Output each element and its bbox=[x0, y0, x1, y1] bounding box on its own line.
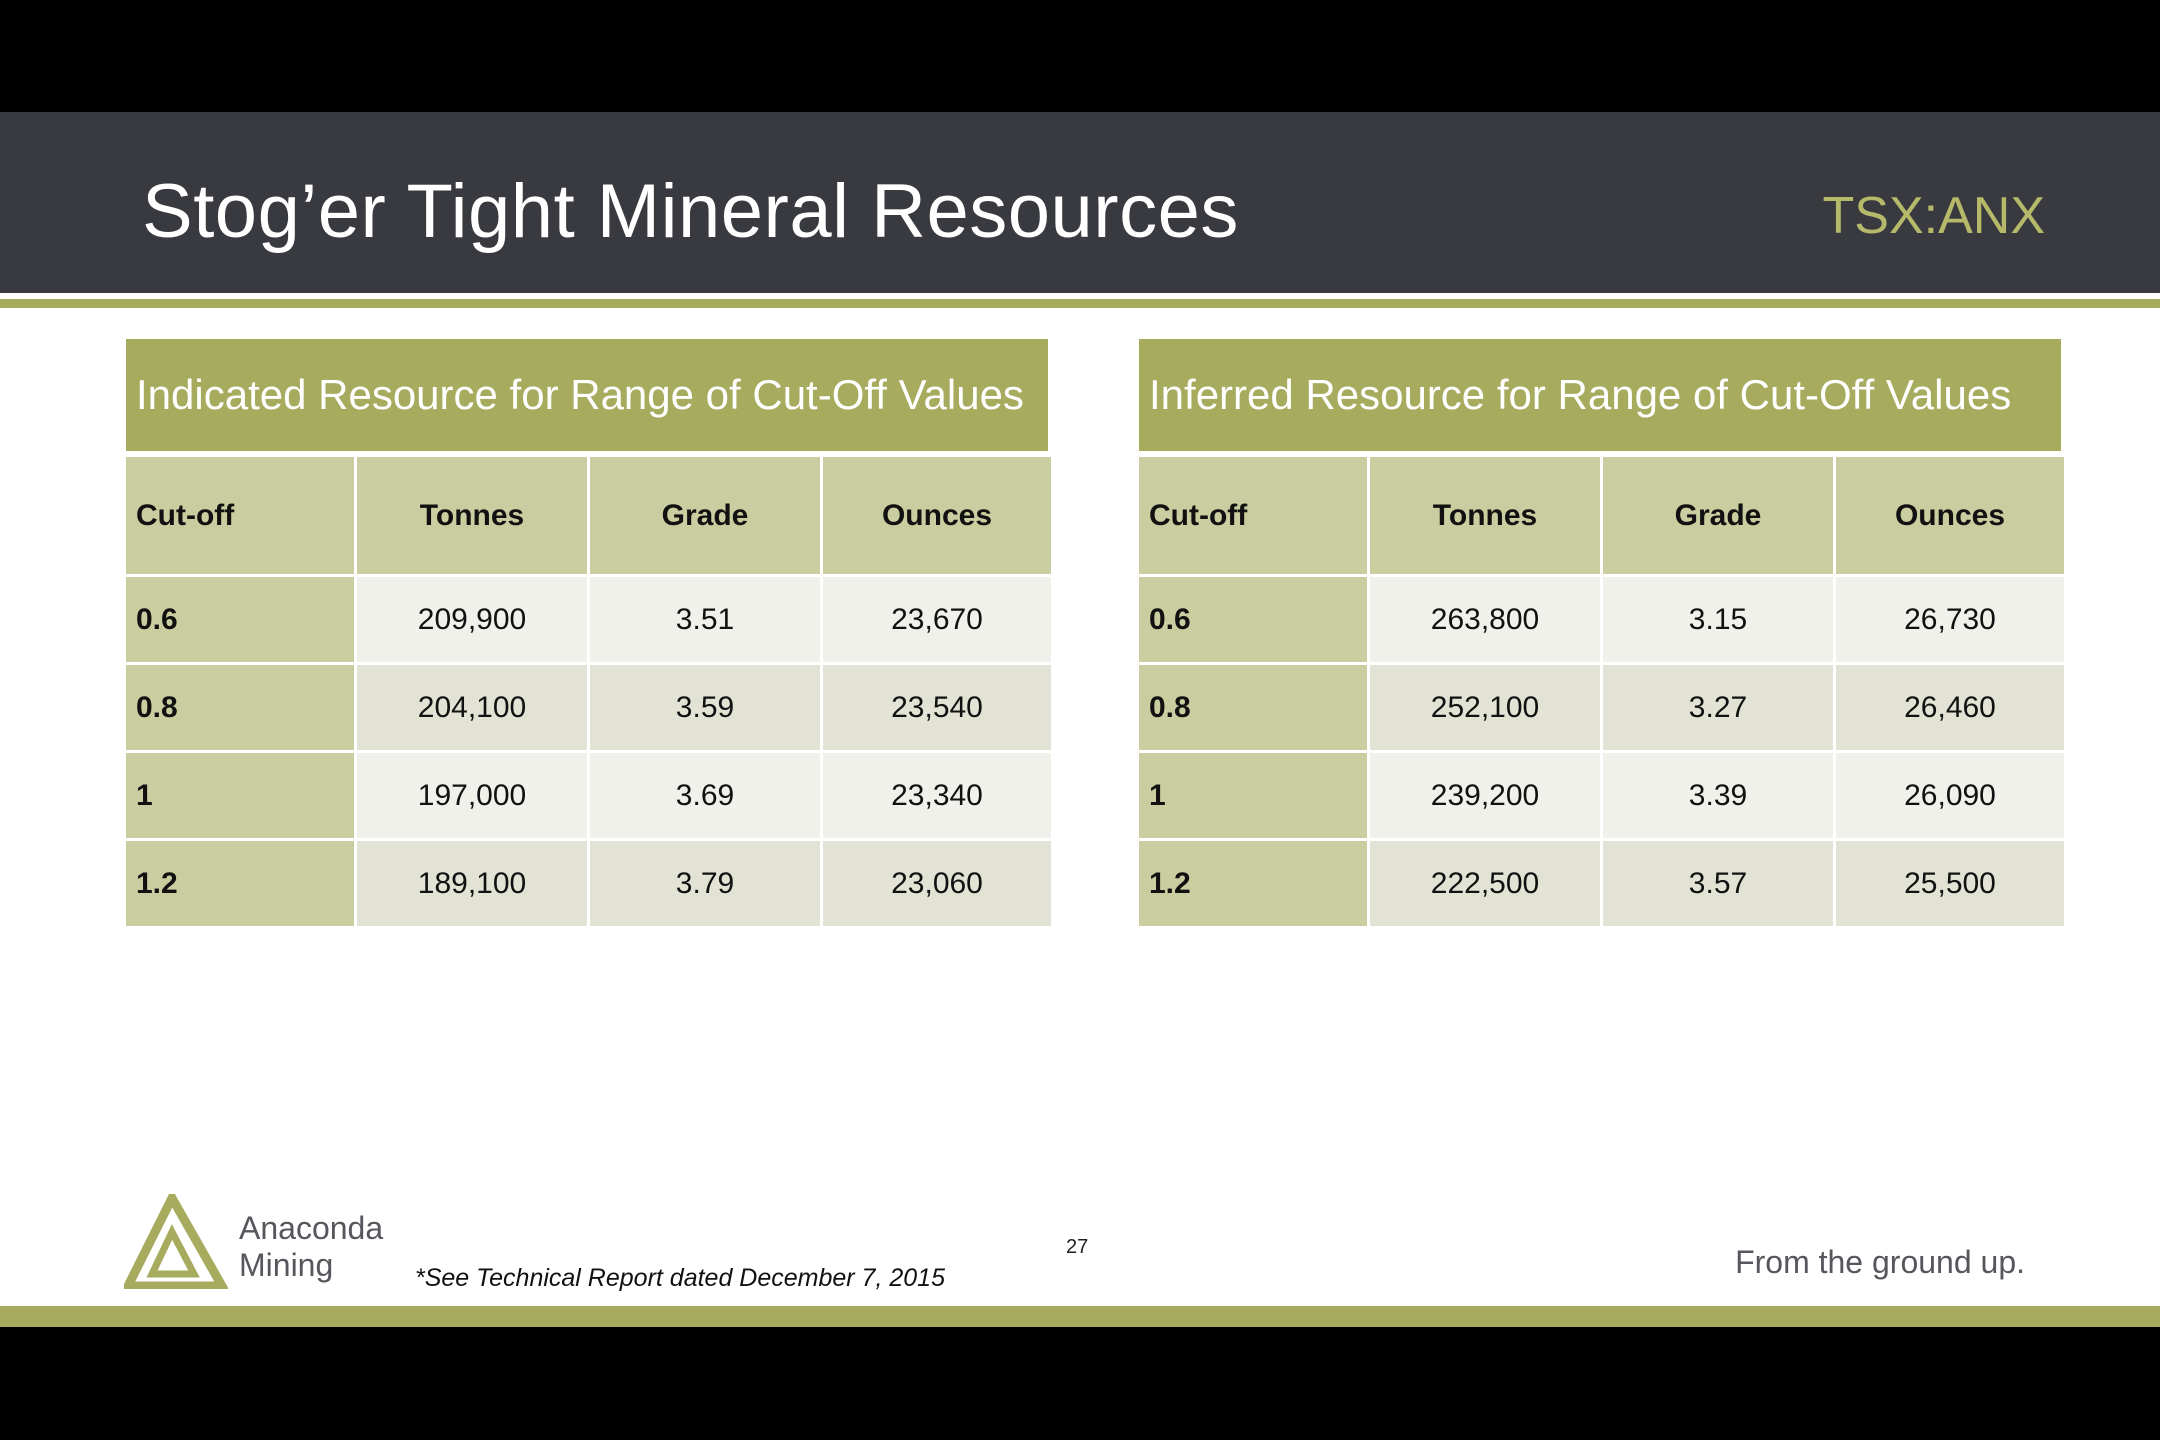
column-header-tonnes: Tonnes bbox=[1370, 457, 1600, 574]
tonnes-cell: 252,100 bbox=[1370, 665, 1600, 750]
tonnes-cell: 222,500 bbox=[1370, 841, 1600, 926]
cutoff-cell: 1.2 bbox=[126, 841, 354, 926]
table-title: Inferred Resource for Range of Cut-Off V… bbox=[1139, 339, 2061, 451]
grade-cell: 3.39 bbox=[1603, 753, 1833, 838]
column-header-ounces: Ounces bbox=[823, 457, 1051, 574]
grade-cell: 3.51 bbox=[590, 577, 820, 662]
cutoff-cell: 0.6 bbox=[126, 577, 354, 662]
tonnes-cell: 204,100 bbox=[357, 665, 587, 750]
ounces-cell: 26,730 bbox=[1836, 577, 2064, 662]
column-header-grade: Grade bbox=[1603, 457, 1833, 574]
table-title: Indicated Resource for Range of Cut-Off … bbox=[126, 339, 1048, 451]
ounces-cell: 23,540 bbox=[823, 665, 1051, 750]
footnote: *See Technical Report dated December 7, … bbox=[415, 1264, 945, 1292]
tonnes-cell: 263,800 bbox=[1370, 577, 1600, 662]
cutoff-cell: 1 bbox=[126, 753, 354, 838]
ounces-cell: 23,340 bbox=[823, 753, 1051, 838]
slide: Stog’er Tight Mineral Resources TSX:ANX … bbox=[0, 112, 2160, 1327]
tonnes-cell: 197,000 bbox=[357, 753, 587, 838]
grade-cell: 3.79 bbox=[590, 841, 820, 926]
grade-cell: 3.27 bbox=[1603, 665, 1833, 750]
table-grid: Cut-off Tonnes Grade Ounces 0.6 263,800 … bbox=[1139, 457, 2064, 926]
column-header-tonnes: Tonnes bbox=[357, 457, 587, 574]
logo-wordmark: Anaconda Mining bbox=[239, 1210, 383, 1284]
column-header-cutoff: Cut-off bbox=[126, 457, 354, 574]
anaconda-logo-icon bbox=[124, 1194, 228, 1289]
grade-cell: 3.59 bbox=[590, 665, 820, 750]
column-header-cutoff: Cut-off bbox=[1139, 457, 1367, 574]
column-header-ounces: Ounces bbox=[1836, 457, 2064, 574]
header-accent-stripe bbox=[0, 299, 2160, 308]
tagline: From the ground up. bbox=[1735, 1244, 2025, 1280]
cutoff-cell: 0.6 bbox=[1139, 577, 1367, 662]
indicated-resource-table: Indicated Resource for Range of Cut-Off … bbox=[126, 339, 1051, 926]
grade-cell: 3.57 bbox=[1603, 841, 1833, 926]
grade-cell: 3.15 bbox=[1603, 577, 1833, 662]
ounces-cell: 23,670 bbox=[823, 577, 1051, 662]
page-title: Stog’er Tight Mineral Resources bbox=[142, 169, 1239, 254]
ounces-cell: 23,060 bbox=[823, 841, 1051, 926]
cutoff-cell: 0.8 bbox=[126, 665, 354, 750]
ounces-cell: 26,090 bbox=[1836, 753, 2064, 838]
column-header-grade: Grade bbox=[590, 457, 820, 574]
cutoff-cell: 1.2 bbox=[1139, 841, 1367, 926]
header-divider bbox=[0, 293, 2160, 299]
header-bar: Stog’er Tight Mineral Resources TSX:ANX bbox=[0, 112, 2160, 293]
logo-line-1: Anaconda bbox=[239, 1210, 384, 1246]
ounces-cell: 25,500 bbox=[1836, 841, 2064, 926]
cutoff-cell: 0.8 bbox=[1139, 665, 1367, 750]
ounces-cell: 26,460 bbox=[1836, 665, 2064, 750]
cutoff-cell: 1 bbox=[1139, 753, 1367, 838]
page-number: 27 bbox=[1066, 1236, 1089, 1258]
tonnes-cell: 239,200 bbox=[1370, 753, 1600, 838]
logo-line-2: Mining bbox=[239, 1247, 334, 1283]
grade-cell: 3.69 bbox=[590, 753, 820, 838]
tonnes-cell: 189,100 bbox=[357, 841, 587, 926]
inferred-resource-table: Inferred Resource for Range of Cut-Off V… bbox=[1139, 339, 2064, 926]
footer-accent-band bbox=[0, 1306, 2160, 1327]
table-grid: Cut-off Tonnes Grade Ounces 0.6 209,900 … bbox=[126, 457, 1051, 926]
tonnes-cell: 209,900 bbox=[357, 577, 587, 662]
ticker-symbol: TSX:ANX bbox=[1822, 187, 2046, 245]
